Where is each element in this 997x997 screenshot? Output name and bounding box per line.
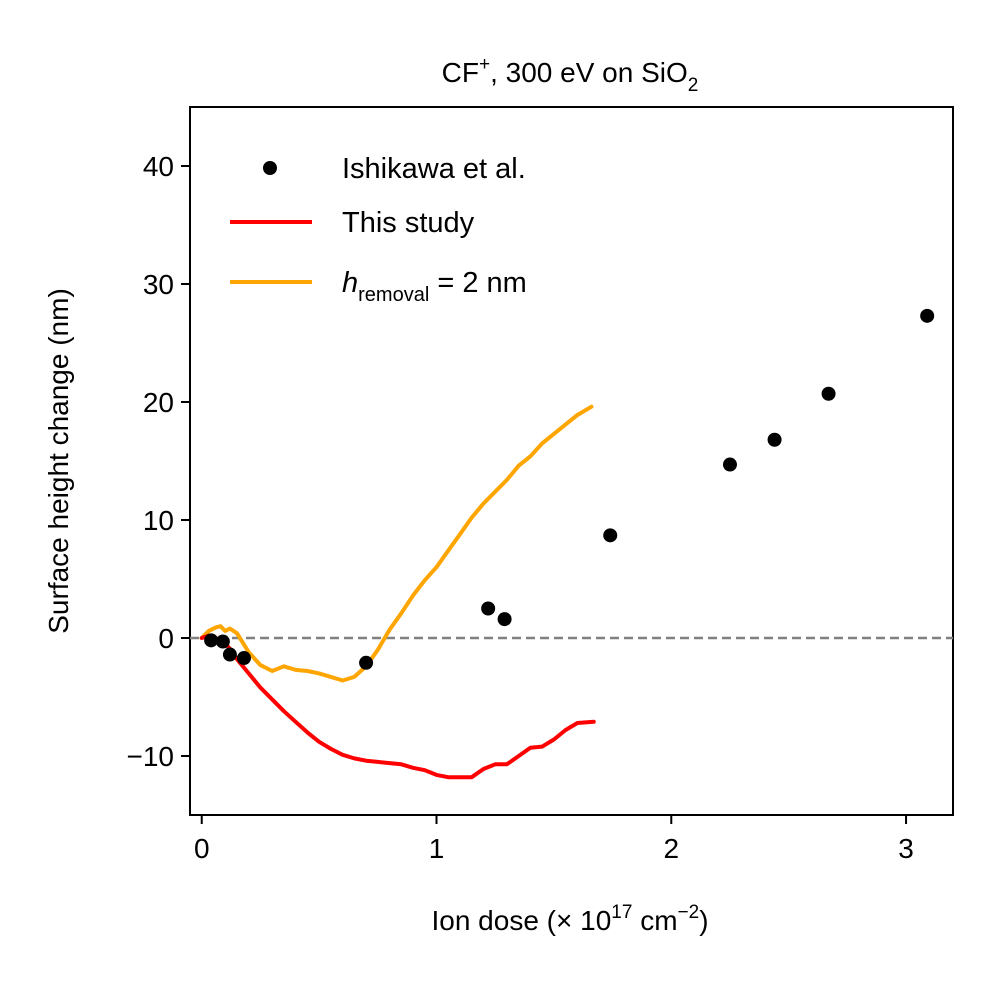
series-line-h-removal bbox=[199, 404, 594, 683]
legend-label-h-removal-sub: removal bbox=[358, 284, 429, 306]
x-tick-label: 2 bbox=[663, 833, 679, 864]
chart-title-subscript: 2 bbox=[688, 75, 699, 96]
y-tick-label: −10 bbox=[127, 741, 175, 772]
scatter-point-ishikawa bbox=[722, 457, 737, 472]
chart-title: CF+, 300 eV on SiO2 bbox=[442, 54, 699, 96]
scatter-point-ishikawa bbox=[603, 528, 618, 543]
y-tick-label: 20 bbox=[143, 387, 174, 418]
x-tick-label: 1 bbox=[429, 833, 445, 864]
scatter-point-ishikawa bbox=[359, 655, 374, 670]
y-tick-label: 10 bbox=[143, 505, 174, 536]
legend-label-ishikawa: Ishikawa et al. bbox=[342, 153, 526, 185]
x-tick-label: 3 bbox=[898, 833, 914, 864]
x-axis-label-suffix: ) bbox=[699, 905, 708, 936]
scatter-point-ishikawa bbox=[481, 601, 496, 616]
scatter-point-ishikawa bbox=[821, 386, 836, 401]
x-axis: 0 1 2 3 bbox=[194, 815, 914, 864]
scatter-point-ishikawa bbox=[767, 432, 782, 447]
y-axis: −10 0 10 20 30 40 bbox=[127, 151, 190, 772]
plot-area bbox=[189, 106, 954, 816]
legend-marker-ishikawa bbox=[263, 161, 277, 175]
x-axis-label-sup2: −2 bbox=[678, 902, 700, 923]
series-group bbox=[199, 308, 935, 780]
x-tick-label: 0 bbox=[194, 833, 210, 864]
x-axis-label: Ion dose (× 1017 cm−2) bbox=[431, 902, 708, 936]
series-line-this-study bbox=[199, 633, 596, 780]
legend: Ishikawa et al. This study hremoval = 2 … bbox=[230, 153, 527, 306]
chart-title-prefix: CF bbox=[442, 57, 479, 88]
x-axis-label-middle: cm bbox=[632, 905, 677, 936]
scatter-point-ishikawa bbox=[497, 612, 512, 627]
y-tick-label: 40 bbox=[143, 151, 174, 182]
y-tick-label: 0 bbox=[158, 623, 174, 654]
chart-title-superscript: + bbox=[479, 54, 490, 75]
legend-label-h-removal: hremoval = 2 nm bbox=[342, 267, 527, 306]
legend-label-h-removal-prefix: h bbox=[342, 267, 358, 299]
chart-title-middle: , 300 eV on SiO bbox=[490, 57, 688, 88]
scatter-point-ishikawa bbox=[920, 308, 935, 323]
y-axis-label: Surface height change (nm) bbox=[43, 288, 74, 634]
scatter-point-ishikawa bbox=[222, 647, 237, 662]
y-tick-label: 30 bbox=[143, 269, 174, 300]
x-axis-label-prefix: Ion dose (× 10 bbox=[431, 905, 611, 936]
legend-label-this-study: This study bbox=[342, 207, 475, 239]
scatter-point-ishikawa bbox=[215, 634, 230, 649]
x-axis-label-sup1: 17 bbox=[611, 902, 632, 923]
legend-label-h-removal-suffix: = 2 nm bbox=[429, 267, 527, 299]
scatter-point-ishikawa bbox=[236, 651, 251, 666]
scatter-point-ishikawa bbox=[204, 633, 219, 648]
